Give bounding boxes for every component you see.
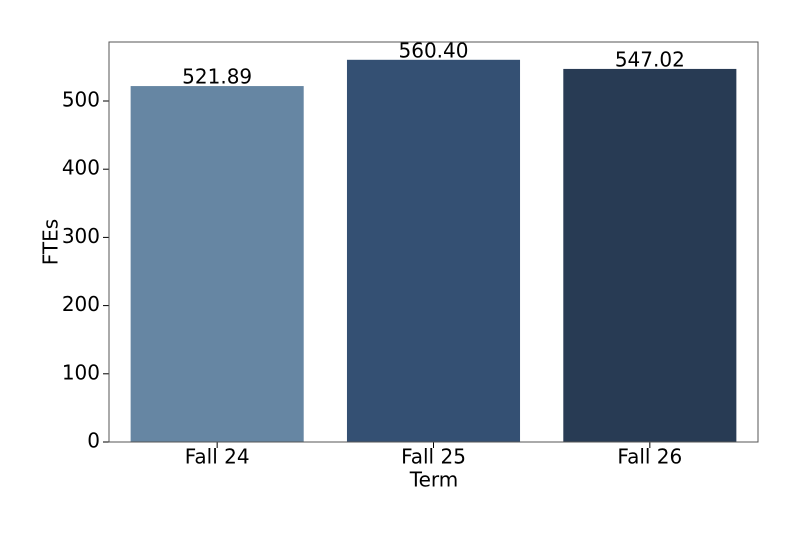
- y-tick-label: 500: [62, 87, 100, 111]
- plot-frame: [108, 41, 759, 443]
- x-tick-label: Fall 25: [401, 445, 466, 469]
- value-label: 521.89: [182, 65, 252, 89]
- value-label: 547.02: [615, 47, 685, 71]
- x-axis-label: Term: [409, 468, 458, 492]
- y-axis-label: FTEs: [39, 219, 63, 265]
- y-tick-label: 200: [62, 292, 100, 316]
- y-tick-label: 100: [62, 360, 100, 384]
- x-tick-label: Fall 26: [617, 445, 682, 469]
- bar: [346, 59, 521, 443]
- y-tick-label: 300: [62, 224, 100, 248]
- y-tick-label: 0: [87, 429, 100, 453]
- bar: [130, 86, 304, 442]
- y-tick-label: 400: [62, 156, 100, 180]
- x-tick-label: Fall 24: [185, 445, 250, 469]
- bar: [563, 68, 737, 442]
